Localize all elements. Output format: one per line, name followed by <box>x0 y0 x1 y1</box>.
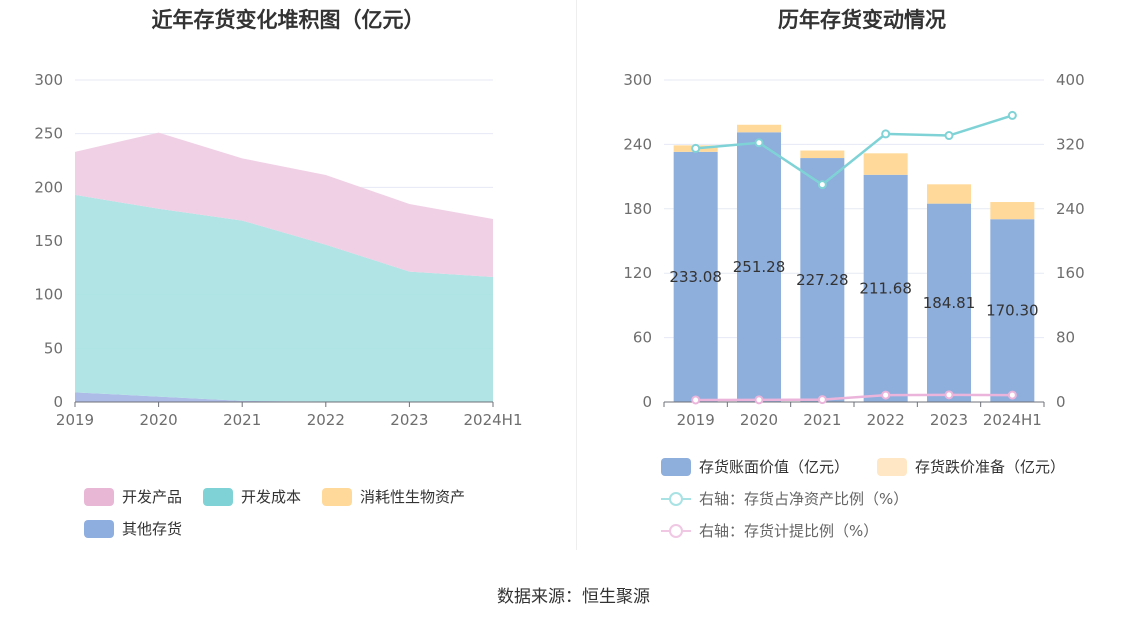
line-point <box>817 395 827 405</box>
legend-swatch <box>84 519 114 538</box>
right-chart-title: 历年存货变动情况 <box>778 8 946 32</box>
legend-item-impairment[interactable]: 存货跌价准备（亿元） <box>877 456 1065 477</box>
line-point <box>754 395 764 405</box>
x-tick-label: 2021 <box>803 411 841 429</box>
y-tick-label: 150 <box>34 232 63 250</box>
legend-swatch <box>84 487 114 506</box>
data-source-note: 数据来源：恒生聚源 <box>497 587 650 607</box>
panel-divider <box>576 0 577 550</box>
x-tick-label: 2019 <box>56 411 94 429</box>
line-point <box>754 138 764 148</box>
bar-impairment <box>737 124 781 133</box>
legend-line-swatch <box>661 522 691 540</box>
legend-item-xiaohaoxing[interactable]: 消耗性生物资产 <box>322 486 465 507</box>
y2-tick-label: 80 <box>1056 329 1075 347</box>
legend-label: 右轴：存货计提比例（%） <box>699 522 879 540</box>
y2-tick-label: 320 <box>1056 135 1085 153</box>
legend-swatch <box>322 487 352 506</box>
left-chart-title: 近年存货变化堆积图（亿元） <box>151 8 425 32</box>
y-tick-label: 60 <box>633 329 652 347</box>
line-point <box>1007 110 1017 120</box>
right-combo-chart: 0 60 120 180 240 300 0 80 160 240 320 400 233.08 251.… <box>623 71 1085 429</box>
legend-item-book-value[interactable]: 存货账面价值（亿元） <box>661 456 849 477</box>
y-tick-label: 240 <box>623 135 652 153</box>
legend-label: 消耗性生物资产 <box>360 488 466 506</box>
y-tick-label: 0 <box>642 393 652 411</box>
line-point <box>881 390 891 400</box>
bar-impairment <box>863 153 908 175</box>
legend-line-swatch <box>661 490 691 508</box>
right-chart-panel: 历年存货变动情况 0 60 120 180 240 300 0 80 160 240 320 400 2… <box>577 0 1147 550</box>
left-chart-panel: 近年存货变化堆积图（亿元） 0 50 100 150 200 250 300 2019 2020… <box>0 0 576 550</box>
x-tick-label: 2020 <box>140 411 178 429</box>
line-point <box>881 129 891 139</box>
bar-data-label: 170.30 <box>986 302 1039 320</box>
bar-data-label: 211.68 <box>859 279 912 297</box>
y-tick-label: 250 <box>34 125 63 143</box>
bar-data-label: 184.81 <box>923 294 976 312</box>
y-tick-label: 0 <box>53 393 63 411</box>
bar-book-value <box>737 132 781 403</box>
x-tick-label: 2021 <box>223 411 261 429</box>
line-point <box>817 180 827 190</box>
line-point <box>1007 390 1017 400</box>
legend-item-net-asset-ratio[interactable]: 右轴：存货占净资产比例（%） <box>661 488 908 509</box>
bar-data-label: 227.28 <box>796 271 849 289</box>
legend-label: 存货账面价值（亿元） <box>699 458 850 476</box>
left-area-chart: 0 50 100 150 200 250 300 2019 2020 2021 2022 2023 20… <box>34 71 523 429</box>
x-tick-label: 2020 <box>740 411 778 429</box>
y-tick-label: 300 <box>34 71 63 89</box>
bar-book-value <box>800 158 845 402</box>
line-右轴：存货计提比例（%） <box>695 393 1013 402</box>
bar-data-label: 251.28 <box>733 258 786 276</box>
legend-swatch <box>661 457 691 476</box>
line-point <box>944 390 954 400</box>
y2-tick-label: 240 <box>1056 200 1085 218</box>
y-tick-label: 180 <box>623 200 652 218</box>
legend-label: 存货跌价准备（亿元） <box>915 458 1066 476</box>
line-右轴：存货占净资产比例（%） <box>695 114 1013 187</box>
y-tick-label: 50 <box>44 339 63 357</box>
y2-tick-label: 400 <box>1056 71 1085 89</box>
x-tick-label: 2019 <box>677 411 715 429</box>
legend-item-kaifachengben[interactable]: 开发成本 <box>203 486 301 507</box>
bar-impairment <box>990 202 1035 220</box>
bar-book-value <box>863 174 908 402</box>
line-point <box>691 395 701 405</box>
y-tick-label: 120 <box>623 264 652 282</box>
x-tick-label: 2022 <box>307 411 345 429</box>
legend-swatch <box>203 487 233 506</box>
legend-item-kaifachanpin[interactable]: 开发产品 <box>84 486 182 507</box>
x-tick-label: 2024H1 <box>464 411 523 429</box>
x-tick-label: 2023 <box>930 411 968 429</box>
line-point <box>944 131 954 141</box>
legend-item-qitacunhuo[interactable]: 其他存货 <box>84 518 182 539</box>
y2-tick-label: 0 <box>1056 393 1066 411</box>
y-tick-label: 200 <box>34 178 63 196</box>
y-tick-label: 300 <box>623 71 652 89</box>
y-tick-label: 100 <box>34 286 63 304</box>
legend-label: 右轴：存货占净资产比例（%） <box>699 490 909 508</box>
x-tick-label: 2024H1 <box>983 411 1042 429</box>
y2-tick-label: 160 <box>1056 264 1085 282</box>
x-tick-label: 2023 <box>390 411 428 429</box>
area-其他存货 <box>75 392 493 402</box>
bar-book-value <box>673 151 718 402</box>
legend-label: 开发成本 <box>241 488 302 506</box>
area-开发成本 <box>75 194 493 402</box>
bar-data-label: 233.08 <box>669 268 722 286</box>
bar-impairment <box>927 184 971 204</box>
legend-item-provision-ratio[interactable]: 右轴：存货计提比例（%） <box>661 520 878 541</box>
area-开发产品 <box>75 132 493 277</box>
line-point <box>691 143 701 153</box>
legend-label: 开发产品 <box>122 488 183 506</box>
bar-impairment <box>800 150 845 159</box>
bar-book-value <box>990 219 1035 402</box>
x-tick-label: 2022 <box>867 411 905 429</box>
bar-book-value <box>927 203 971 402</box>
legend-swatch <box>877 457 907 476</box>
legend-label: 其他存货 <box>122 520 183 538</box>
